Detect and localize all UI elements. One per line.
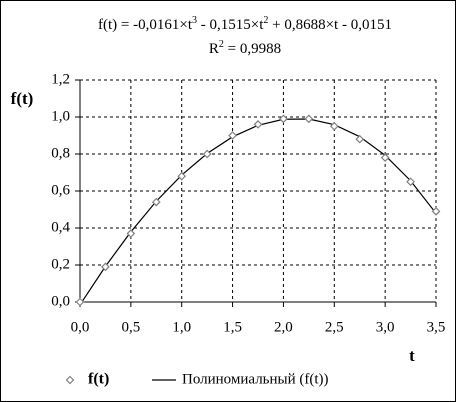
text-part: - 0,1515×t	[197, 17, 264, 33]
data-point	[202, 149, 212, 159]
y-tick-label: 0,2	[51, 256, 70, 272]
text-part: f(t) = -0,0161×t	[98, 17, 193, 33]
data-point	[126, 229, 136, 238]
text-part: R	[209, 41, 219, 57]
superscript: 2	[219, 39, 224, 50]
y-tick-label: 0,0	[51, 293, 70, 309]
y-tick-label: 0,4	[51, 219, 70, 235]
equation: f(t) = -0,0161×t3 - 0,1515×t2 + 0,8688×t…	[98, 15, 392, 34]
x-tick-label: 2,5	[325, 319, 344, 335]
data-point	[279, 114, 288, 124]
r-squared: R2 = 0,9988	[209, 39, 281, 58]
legend-label: Полиномиальный (f(t))	[182, 371, 329, 387]
text-part: = 0,9988	[224, 41, 281, 57]
x-tick-label: 0,5	[121, 319, 140, 335]
x-tick-label: 1,5	[223, 319, 242, 335]
x-tick-label: 2,0	[274, 319, 293, 335]
y-tick-label: 0,6	[51, 182, 70, 198]
text-part: + 0,8688×t - 0,0151	[268, 17, 392, 33]
legend-label: f(t)	[88, 371, 109, 388]
x-tick-label: 0,0	[71, 319, 90, 335]
y-tick-label: 1,2	[51, 71, 70, 87]
data-point	[406, 177, 415, 187]
superscript: 3	[192, 15, 197, 26]
y-tick-label: 1,0	[51, 108, 70, 124]
y-axis-label: f(t)	[11, 89, 34, 108]
data-point	[304, 114, 314, 124]
data-point	[380, 153, 390, 163]
x-axis-label: t	[409, 346, 415, 365]
x-tick-label: 1,0	[172, 319, 191, 335]
x-tick-label: 3,5	[427, 319, 446, 335]
legend-swatch	[65, 375, 75, 385]
y-tick-label: 0,8	[51, 145, 70, 161]
data-point	[228, 131, 237, 140]
data-point	[177, 171, 187, 181]
data-point	[75, 297, 85, 307]
data-point	[355, 134, 365, 144]
data-point	[101, 262, 110, 272]
x-tick-label: 3,0	[376, 319, 395, 335]
data-point	[253, 120, 263, 129]
data-point	[329, 121, 339, 131]
data-point	[431, 207, 441, 216]
data-point	[151, 197, 161, 207]
superscript: 2	[263, 15, 268, 26]
